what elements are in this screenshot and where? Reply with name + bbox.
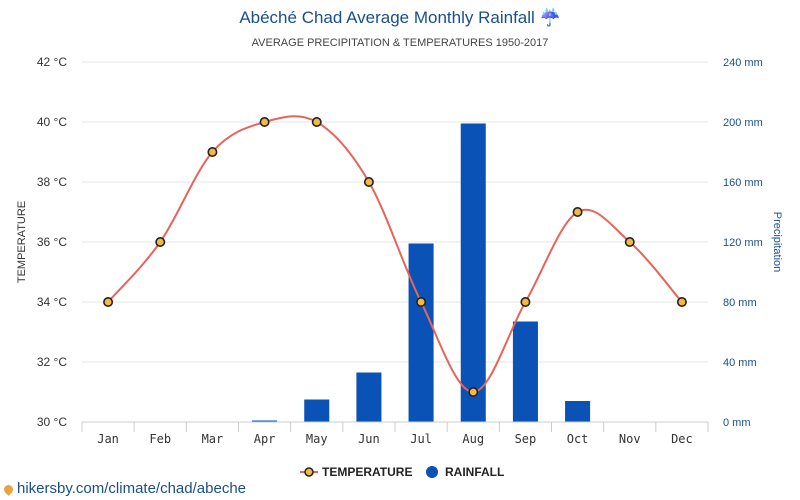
rainfall-bar[interactable] — [408, 243, 434, 423]
y-left-tick-label: 30 °C — [37, 415, 67, 429]
y-right-tick-label: 160 mm — [723, 177, 763, 189]
temperature-point[interactable] — [311, 117, 322, 128]
temperature-point[interactable] — [207, 147, 218, 158]
legend-item-temperature[interactable]: TEMPERATURE — [300, 465, 412, 479]
temperature-point[interactable] — [155, 237, 166, 248]
legend-label-rainfall: RAINFALL — [445, 465, 504, 479]
legend: TEMPERATURE RAINFALL — [300, 465, 504, 479]
temperature-point[interactable] — [676, 296, 687, 307]
y-right-tick-label: 120 mm — [723, 237, 763, 249]
x-tick-label: Nov — [619, 432, 641, 446]
temperature-point[interactable] — [363, 177, 374, 188]
y-left-tick-label: 40 °C — [37, 115, 67, 129]
y-left-axis-title: TEMPERATURE — [16, 201, 28, 283]
y-left-tick-label: 36 °C — [37, 235, 67, 249]
rainfall-bar[interactable] — [356, 372, 382, 423]
x-tick-label: Mar — [202, 432, 224, 446]
source-link[interactable]: hikersby.com/climate/chad/abeche — [2, 480, 246, 497]
y-left-tick-label: 38 °C — [37, 175, 67, 189]
rainfall-bar[interactable] — [565, 401, 591, 422]
y-left-tick-label: 32 °C — [37, 355, 67, 369]
gridlines — [82, 61, 708, 423]
x-tick-label: May — [306, 432, 328, 446]
x-tick-label: Oct — [567, 432, 589, 446]
y-left-tick-label: 42 °C — [37, 55, 67, 69]
legend-bar-swatch — [426, 466, 438, 478]
y-right-tick-label: 0 mm — [723, 417, 751, 429]
y-right-tick-label: 200 mm — [723, 117, 763, 129]
y-right-tick-label: 40 mm — [723, 357, 757, 369]
x-tick-label: Aug — [462, 432, 484, 446]
temperature-point[interactable] — [416, 296, 427, 307]
temperature-point[interactable] — [572, 207, 583, 218]
axes: 30 °C 0 mm 32 °C 40 mm 34 °C 80 mm 36 °C 120 mm… — [37, 55, 763, 446]
y-right-tick-label: 80 mm — [723, 297, 757, 309]
temperature-series-line — [107, 115, 683, 394]
x-tick-label: Jun — [358, 432, 380, 446]
legend-label-temperature: TEMPERATURE — [322, 465, 412, 479]
temperature-point[interactable] — [468, 386, 479, 397]
rainfall-bar[interactable] — [512, 321, 538, 423]
x-tick-label: Dec — [671, 432, 693, 446]
x-tick-label: Sep — [515, 432, 537, 446]
map-pin-icon — [2, 483, 15, 496]
x-tick-label: Jan — [97, 432, 119, 446]
temperature-point[interactable] — [259, 117, 270, 128]
rainfall-bar[interactable] — [460, 123, 486, 423]
y-right-axis-title: Precipitation — [771, 212, 783, 273]
temperature-point[interactable] — [103, 296, 114, 307]
chart-title: Abéché Chad Average Monthly Rainfall ☔ — [239, 7, 560, 27]
rainfall-bar[interactable] — [252, 420, 278, 423]
x-tick-label: Apr — [254, 432, 276, 446]
source-url: hikersby.com/climate/chad/abeche — [17, 480, 246, 497]
temperature-point[interactable] — [624, 237, 635, 248]
legend-marker-swatch — [304, 467, 314, 477]
legend-item-rainfall[interactable]: RAINFALL — [426, 465, 504, 479]
rainfall-bar[interactable] — [304, 399, 330, 423]
y-right-tick-label: 240 mm — [723, 57, 763, 69]
x-tick-label: Jul — [410, 432, 432, 446]
rainfall-bars — [252, 123, 591, 423]
temperature-point[interactable] — [520, 296, 531, 307]
temperature-line — [103, 115, 687, 397]
y-left-tick-label: 34 °C — [37, 295, 67, 309]
x-tick-label: Feb — [149, 432, 171, 446]
chart-subtitle: AVERAGE PRECIPITATION & TEMPERATURES 195… — [252, 37, 549, 49]
